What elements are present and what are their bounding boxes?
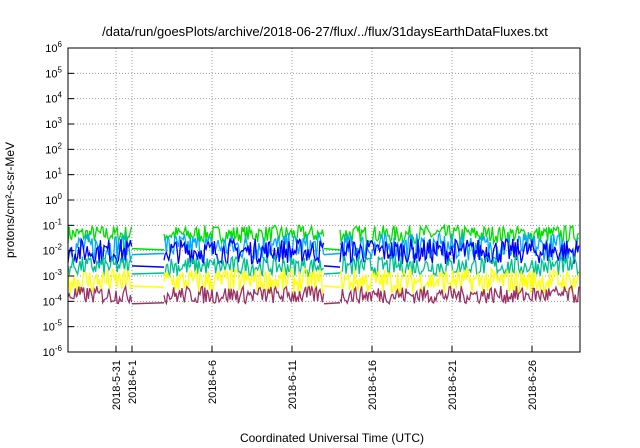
gap-connector bbox=[131, 247, 165, 251]
y-tick-label: 10-5 bbox=[43, 319, 63, 334]
gap-connector bbox=[323, 301, 341, 305]
gap-connector bbox=[323, 247, 341, 251]
gap-connector bbox=[323, 285, 341, 288]
gap-connector bbox=[131, 265, 165, 268]
series-line-6 bbox=[67, 283, 580, 306]
y-tick-label: 103 bbox=[45, 116, 62, 131]
y-tick-label: 100 bbox=[45, 192, 62, 207]
gap-connector bbox=[323, 252, 341, 256]
series-line-5 bbox=[67, 266, 580, 295]
y-tick-label: 104 bbox=[45, 91, 62, 106]
gap-connector bbox=[131, 285, 165, 288]
y-tick-label: 10-2 bbox=[43, 243, 63, 258]
y-tick-label: 101 bbox=[45, 167, 62, 182]
y-tick-label: 102 bbox=[45, 141, 62, 156]
series-line-4 bbox=[67, 254, 580, 279]
x-axis-label: Coordinated Universal Time (UTC) bbox=[240, 431, 424, 445]
y-tick-label: 105 bbox=[45, 65, 62, 80]
grid bbox=[68, 48, 580, 352]
y-tick-label: 10-3 bbox=[43, 268, 63, 283]
x-tick-label: 2018-6-11 bbox=[287, 360, 299, 409]
gap-connector bbox=[323, 272, 341, 275]
gap-connector bbox=[131, 252, 165, 256]
x-tick-label: 2018-6-21 bbox=[447, 360, 459, 410]
series-group bbox=[67, 223, 580, 306]
x-tick-label: 2018-5-31 bbox=[111, 360, 123, 410]
chart-title: /data/run/goesPlots/archive/2018-06-27/f… bbox=[102, 24, 548, 39]
y-tick-label: 106 bbox=[45, 40, 62, 55]
x-tick-label: 2018-6-6 bbox=[207, 360, 219, 404]
gap-connector bbox=[131, 301, 165, 305]
x-tick-label: 2018-6-26 bbox=[527, 360, 539, 410]
y-axis: 10-6 10-5 10-4 10-3 10-2 10-1 100 101 102 103 104 1… bbox=[43, 40, 74, 359]
series-line-1 bbox=[67, 223, 580, 246]
y-tick-label: 10-4 bbox=[43, 293, 63, 308]
y-axis-label: protons/cm²-s-sr-MeV bbox=[3, 142, 17, 258]
x-tick-label: 2018-6-16 bbox=[367, 360, 379, 410]
x-tick-label: 2018-6-1 bbox=[127, 360, 139, 404]
y-tick-label: 10-1 bbox=[43, 217, 63, 232]
x-axis: 2018-5-31 2018-6-1 2018-6-6 2018-6-11 2018-6… bbox=[111, 346, 539, 410]
gap-connector bbox=[323, 265, 341, 268]
gap-connector bbox=[131, 272, 165, 275]
y-tick-label: 10-6 bbox=[43, 344, 63, 359]
